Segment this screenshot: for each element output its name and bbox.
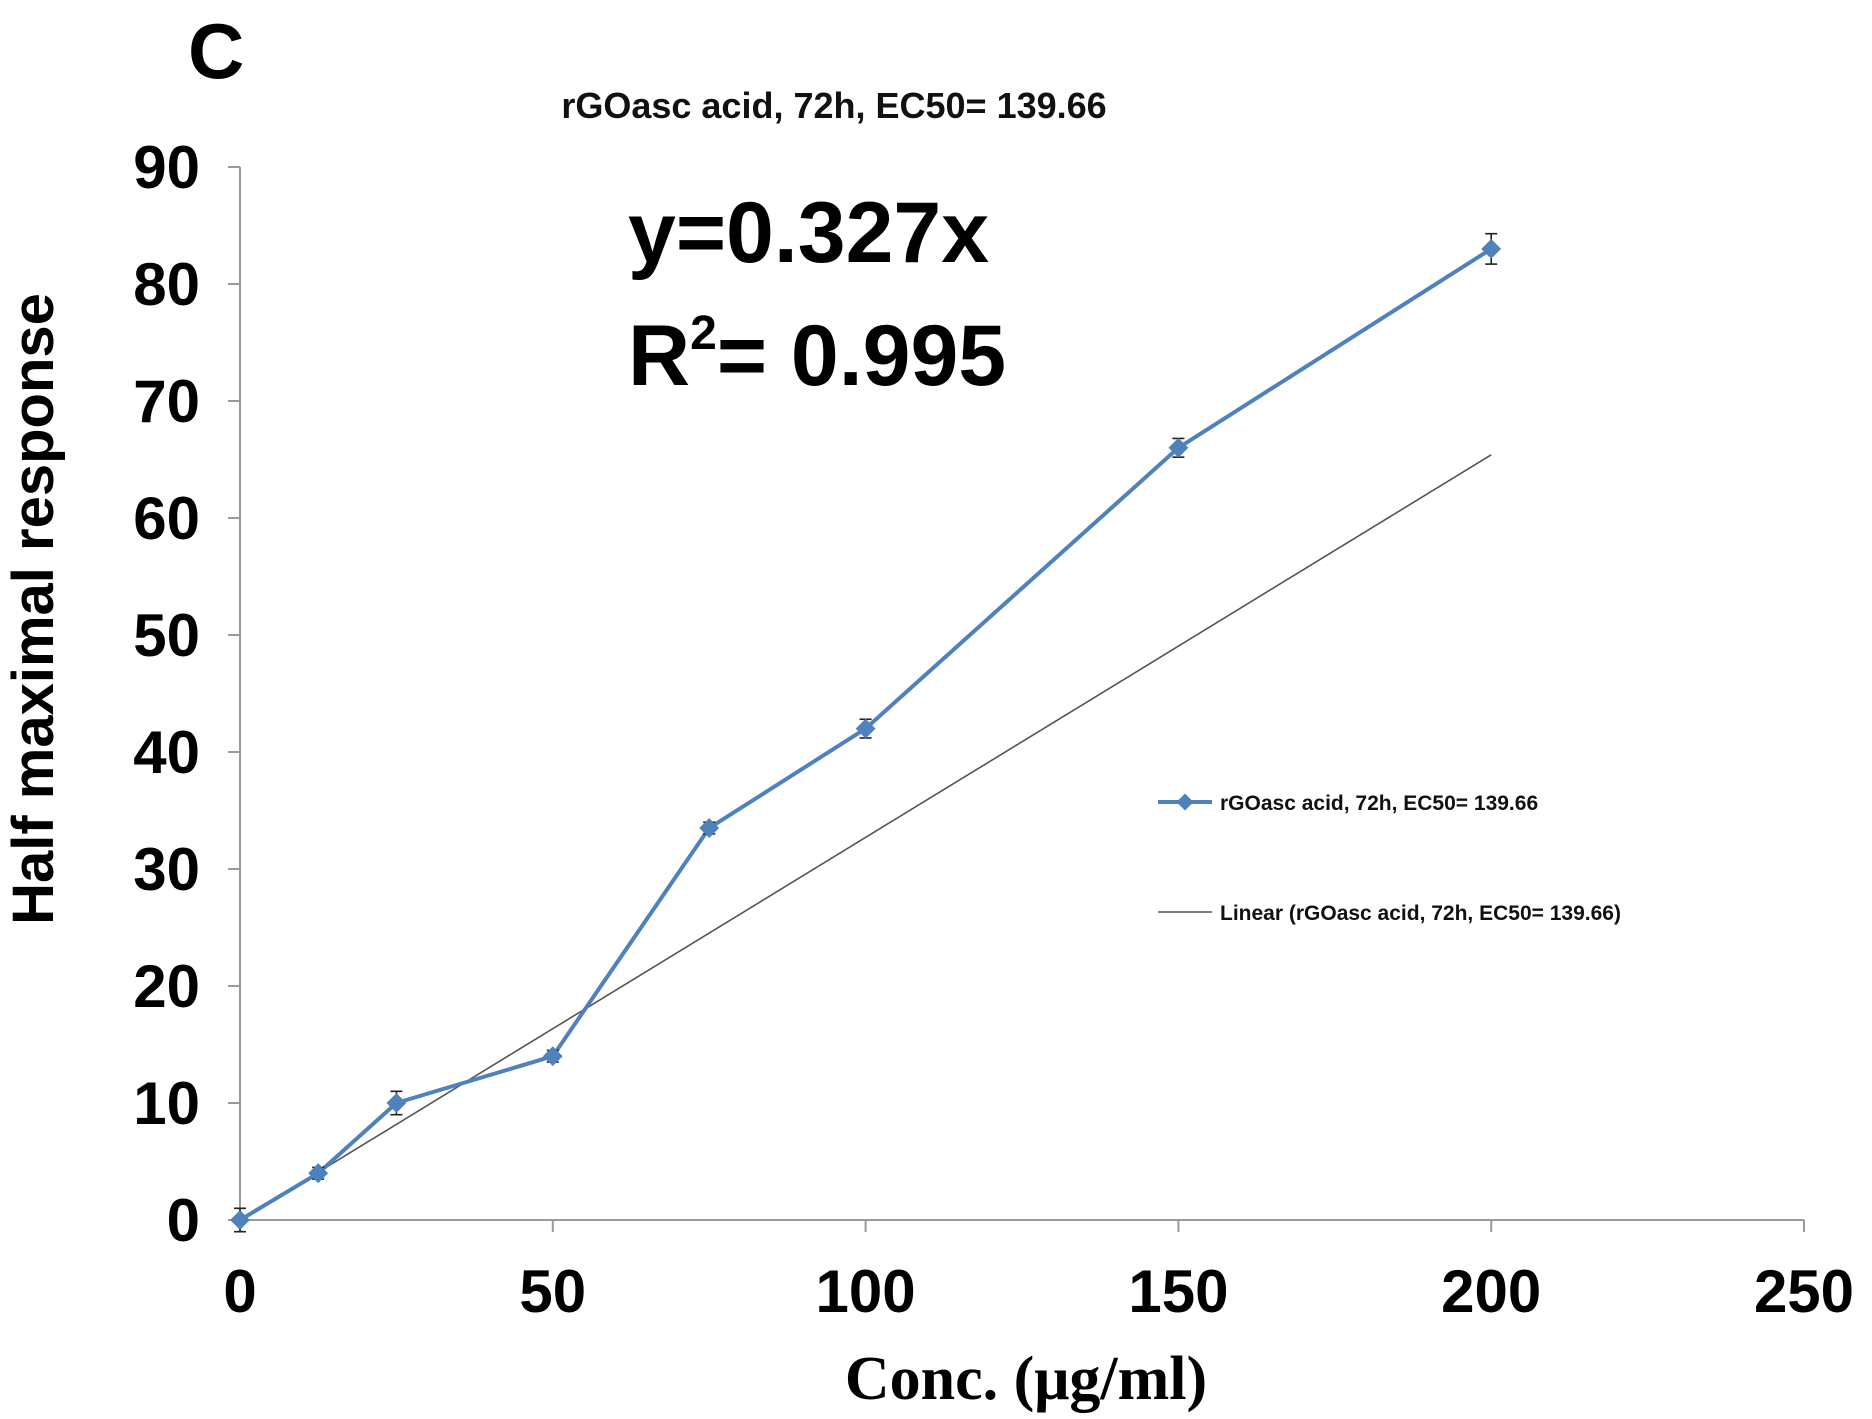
x-tick-label: 200 (1441, 1258, 1541, 1325)
y-tick-label: 20 (133, 953, 200, 1020)
legend-trend-label: Linear (rGOasc acid, 72h, EC50= 139.66) (1220, 902, 1621, 925)
y-tick-label: 90 (133, 134, 200, 201)
x-tick-label: 50 (519, 1258, 586, 1325)
data-point (855, 718, 876, 739)
y-tick-label: 60 (133, 485, 200, 552)
data-series (230, 232, 1502, 1233)
y-tick-label: 80 (133, 251, 200, 318)
data-point (699, 818, 720, 838)
x-tick-label: 150 (1128, 1258, 1228, 1325)
panel-letter: C (188, 7, 244, 95)
legend: rGOasc acid, 72h, EC50= 139.66 Linear (rG… (1158, 792, 1621, 925)
data-point (230, 1210, 250, 1230)
y-tick-label: 0 (167, 1187, 200, 1254)
y-tick-label: 70 (133, 368, 200, 435)
x-tick-label: 100 (816, 1258, 916, 1325)
data-point (1481, 239, 1502, 259)
y-axis-label: Half maximal response (1, 293, 66, 925)
x-axis-label: Conc. (μg/ml) (845, 1345, 1207, 1413)
data-point (1168, 437, 1189, 458)
r2-annotation: R2= 0.995 (628, 307, 1006, 404)
equation-annotation: y=0.327x (628, 185, 989, 281)
y-tick-label: 50 (133, 602, 200, 669)
y-tick-label: 10 (133, 1070, 200, 1137)
legend-series-marker (1176, 793, 1194, 811)
r2-prefix: R (628, 308, 690, 404)
y-tick-label: 30 (133, 836, 200, 903)
data-point (386, 1093, 407, 1113)
data-point (308, 1163, 329, 1184)
axes: 0 10 20 30 40 50 60 70 80 90 0 50 100 150 200 250 (133, 134, 1854, 1325)
data-point (542, 1046, 563, 1067)
trendline-line (239, 454, 1492, 1221)
series-line (238, 247, 1493, 1222)
trendline (239, 454, 1492, 1221)
r2-superscript: 2 (690, 307, 717, 360)
chart-title: rGOasc acid, 72h, EC50= 139.66 (561, 85, 1106, 126)
x-tick-label: 250 (1754, 1258, 1854, 1325)
legend-series-label: rGOasc acid, 72h, EC50= 139.66 (1220, 792, 1538, 815)
r2-value: = 0.995 (717, 308, 1006, 404)
x-tick-label: 0 (223, 1258, 256, 1325)
y-tick-label: 40 (133, 719, 200, 786)
